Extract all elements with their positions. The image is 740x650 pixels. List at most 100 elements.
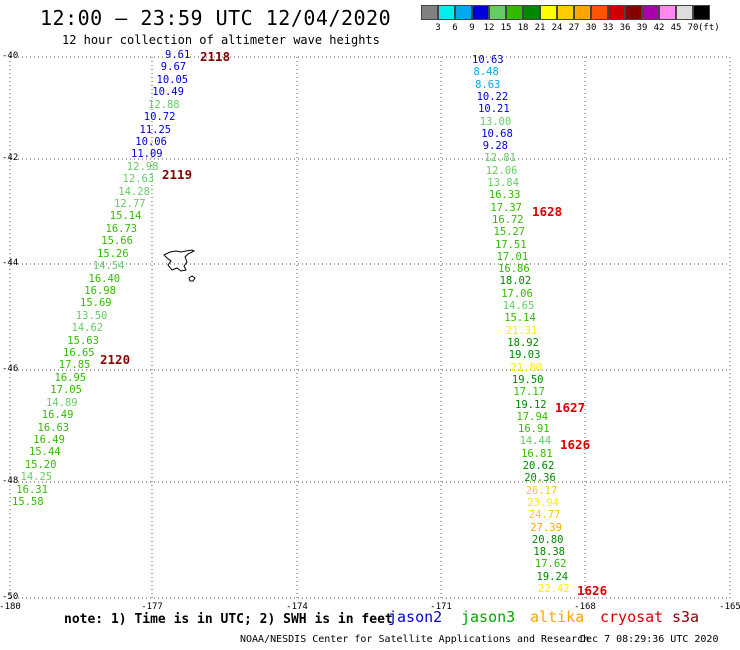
legend-label: 21: [534, 23, 546, 33]
wave-height-left: 17.05: [50, 384, 82, 397]
wave-height-right: 27.39: [530, 521, 562, 534]
wave-height-right: 8.48: [473, 66, 499, 79]
wave-height-right: 17.17: [513, 386, 545, 399]
lon-tick-label: -174: [286, 602, 308, 612]
wave-height-right: 20.80: [531, 533, 564, 546]
wave-height-left: 15.26: [97, 247, 129, 260]
wave-height-right: 20.62: [522, 460, 555, 472]
legend-label: 42: [653, 23, 665, 33]
wave-height-left: 17.85: [58, 359, 91, 372]
pass-time-label: 1626: [577, 583, 608, 598]
wave-height-right: 17.06: [501, 287, 533, 300]
pass-time-label: 2118: [200, 49, 231, 64]
wave-height-right: 19.03: [508, 349, 541, 362]
lat-tick-label: -42: [2, 153, 19, 163]
legend-label: 24: [551, 23, 563, 33]
wave-height-right: 16.33: [488, 189, 521, 202]
legend-label: 6: [452, 23, 458, 33]
wave-height-left: 16.95: [54, 371, 87, 384]
wave-height-right: 18.92: [507, 337, 539, 349]
wave-height-left: 15.20: [24, 458, 57, 471]
wave-height-right: 13.84: [487, 177, 519, 189]
lon-tick-label: -165: [719, 602, 740, 612]
wave-height-left: 16.65: [63, 347, 95, 359]
lat-tick-label: -40: [2, 51, 19, 61]
wave-height-left: 16.49: [41, 409, 74, 422]
wave-height-right: 10.22: [476, 90, 509, 103]
legend-swatch: [591, 5, 608, 20]
wave-height-left: 12.63: [122, 173, 155, 186]
wave-height-right: 12.81: [484, 152, 516, 165]
sat-s3a: s3a: [672, 608, 700, 626]
wave-height-right: 17.37: [490, 201, 522, 214]
legend-label: 9: [469, 23, 475, 33]
legend-label: 18: [517, 23, 529, 33]
wave-height-left: 15.63: [67, 334, 99, 347]
wave-height-left: 10.06: [135, 135, 167, 148]
wave-height-right: 26.17: [525, 484, 558, 497]
legend-swatch: [472, 5, 489, 20]
legend-unit: (ft): [698, 23, 720, 33]
wave-height-right: 17.94: [516, 410, 549, 423]
legend-swatch: [455, 5, 472, 20]
pass-time-label: 1627: [555, 400, 586, 415]
wave-height-left: 15.66: [101, 235, 133, 248]
wave-height-left: 16.40: [88, 272, 121, 285]
pass-time-label: 1626: [560, 437, 591, 452]
legend-swatch: [676, 5, 693, 20]
page-title: 12:00 – 23:59 UTC 12/04/2020: [40, 6, 392, 30]
sat-cryosat: cryosat: [600, 608, 664, 626]
coastline: [163, 249, 196, 282]
islet-outline: [188, 275, 196, 282]
wave-height-left: 15.14: [109, 210, 142, 223]
legend-label: 27: [568, 23, 580, 33]
lat-tick-label: -50: [2, 592, 19, 602]
wave-height-left: 16.31: [16, 483, 48, 496]
wave-height-right: 18.02: [499, 275, 532, 288]
pass-time-label: 2120: [100, 352, 131, 367]
wave-height-right: 22.42: [538, 583, 570, 595]
legend-label: 12: [483, 23, 495, 33]
lon-tick-label: -168: [574, 602, 596, 612]
timestamp-text: Dec 7 08:29:36 UTC 2020: [580, 634, 719, 645]
legend-label: 36: [619, 23, 631, 33]
wave-height-left: 15.44: [29, 446, 61, 459]
legend-label: 3: [435, 23, 441, 33]
legend-swatch: [642, 5, 659, 20]
lon-tick-label: -177: [141, 602, 163, 612]
legend-swatch: [489, 5, 506, 20]
wave-height-right: 14.65: [502, 300, 535, 312]
wave-height-right: 16.86: [498, 263, 530, 276]
wave-height-left: 16.63: [37, 421, 70, 434]
wave-height-right: 21.31: [505, 324, 538, 337]
legend-swatch: [574, 5, 591, 20]
wave-height-left: 14.25: [20, 471, 53, 484]
legend-label: 30: [585, 23, 597, 33]
wave-height-left: 14.89: [46, 396, 78, 409]
legend-swatch: [625, 5, 642, 20]
wave-height-right: 16.91: [518, 423, 550, 436]
wave-height-right: 16.72: [492, 213, 524, 226]
wave-height-right: 18.38: [533, 546, 565, 559]
wave-height-left: 12.77: [114, 198, 146, 210]
wave-height-right: 24.77: [528, 509, 561, 522]
wave-height-right: 19.24: [536, 570, 569, 583]
legend-swatch: [421, 5, 438, 20]
legend-label: 39: [636, 23, 648, 33]
wave-height-right: 15.27: [493, 226, 526, 239]
credit-text: NOAA/NESDIS Center for Satellite Applica…: [240, 634, 590, 645]
wave-height-right: 17.01: [496, 250, 529, 263]
wave-height-right: 16.81: [521, 447, 553, 460]
wave-height-left: 15.58: [12, 496, 44, 508]
legend-swatch: [523, 5, 540, 20]
wave-height-left: 11.09: [131, 148, 163, 161]
legend-label: 33: [602, 23, 614, 33]
wave-height-right: 10.68: [481, 127, 513, 140]
legend-swatch: [608, 5, 625, 20]
sat-jason2: jason2: [388, 608, 443, 626]
legend-swatch: [540, 5, 557, 20]
wave-height-left: 16.49: [33, 433, 65, 446]
wave-height-left: 14.28: [118, 185, 150, 198]
wave-height-right: 17.62: [534, 558, 567, 571]
lat-tick-label: -46: [2, 364, 19, 374]
